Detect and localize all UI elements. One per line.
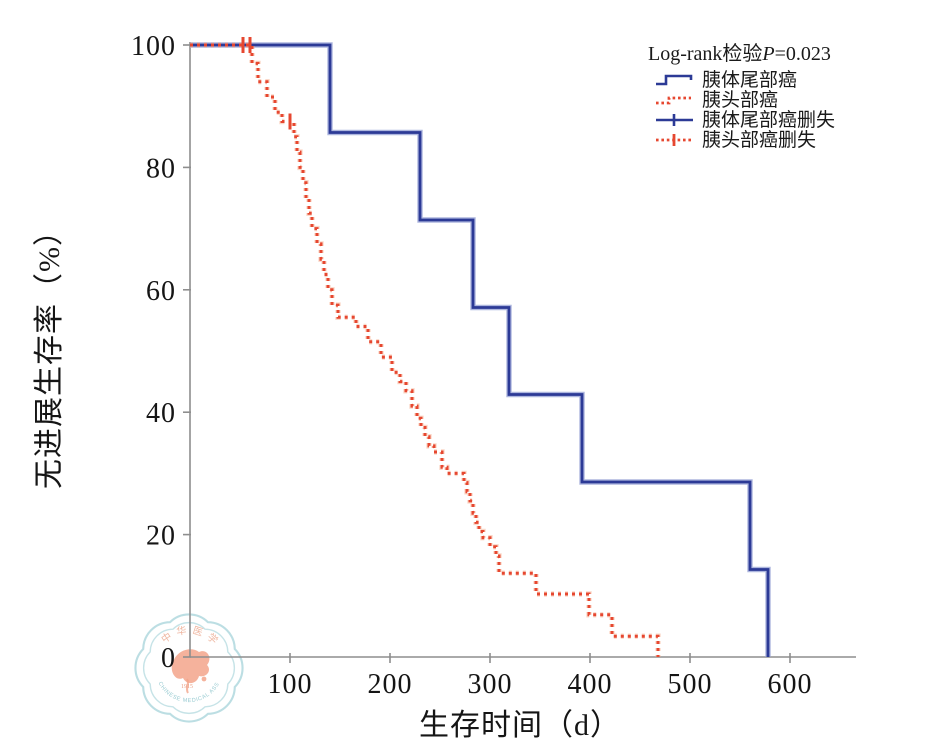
legend-title-prefix: Log-rank检验	[648, 43, 763, 65]
x-tick-label: 100	[268, 669, 313, 700]
legend-item-body-tail-censored: 胰体尾部癌删失	[648, 109, 836, 131]
censor-dashed-line-icon	[656, 134, 693, 146]
legend-label: 胰头部癌	[702, 89, 779, 111]
watermark-island-dot	[201, 676, 207, 682]
legend-item-head: 胰头部癌	[648, 89, 835, 111]
legend-label: 胰体尾部癌删失	[702, 109, 836, 131]
y-tick-label: 0	[161, 643, 176, 674]
watermark-tail	[186, 678, 189, 694]
watermark-inner-ring	[143, 622, 235, 714]
legend-label: 胰头部癌删失	[702, 129, 817, 151]
step-solid-line-icon	[656, 74, 693, 86]
legend-label: 胰体尾部癌	[702, 69, 798, 91]
legend: Log-rank检验P=0.023 胰体尾部癌 胰头部癌 胰体尾部癌删失	[648, 44, 836, 151]
y-tick-label: 100	[131, 31, 176, 62]
watermark-outer-ring	[134, 613, 244, 723]
x-tick-label: 300	[468, 669, 513, 700]
legend-item-body-tail: 胰体尾部癌	[648, 69, 835, 91]
watermark-year: 1915	[181, 684, 193, 690]
y-tick-label: 80	[146, 153, 176, 184]
step-dashed-line-icon	[656, 96, 691, 105]
censor-solid-line-icon	[656, 114, 693, 126]
x-tick-label: 200	[368, 669, 413, 700]
survival-curve-body-tail	[190, 43, 770, 657]
x-tick-label: 400	[568, 669, 613, 700]
legend-title: Log-rank检验P=0.023	[648, 44, 835, 65]
y-axis-title: 无进展生存率（%）	[33, 215, 66, 489]
y-tick-label: 60	[146, 276, 176, 307]
x-axis-title: 生存时间（d）	[419, 709, 621, 742]
y-tick-label: 40	[146, 398, 176, 429]
x-tick-label: 600	[768, 669, 813, 700]
y-tick-label: 20	[146, 521, 176, 552]
watermark-logo: 1915 中华医学会 CHINESE MEDICAL ASSOCIATION	[134, 613, 244, 723]
x-tick-label: 500	[668, 669, 713, 700]
legend-title-pvalue-symbol: P	[762, 43, 775, 65]
survival-curve-halo-head	[190, 42, 661, 657]
survival-curve-head	[190, 43, 660, 657]
legend-item-head-censored: 胰头部癌删失	[648, 129, 835, 151]
legend-title-pvalue: =0.023	[774, 43, 831, 65]
